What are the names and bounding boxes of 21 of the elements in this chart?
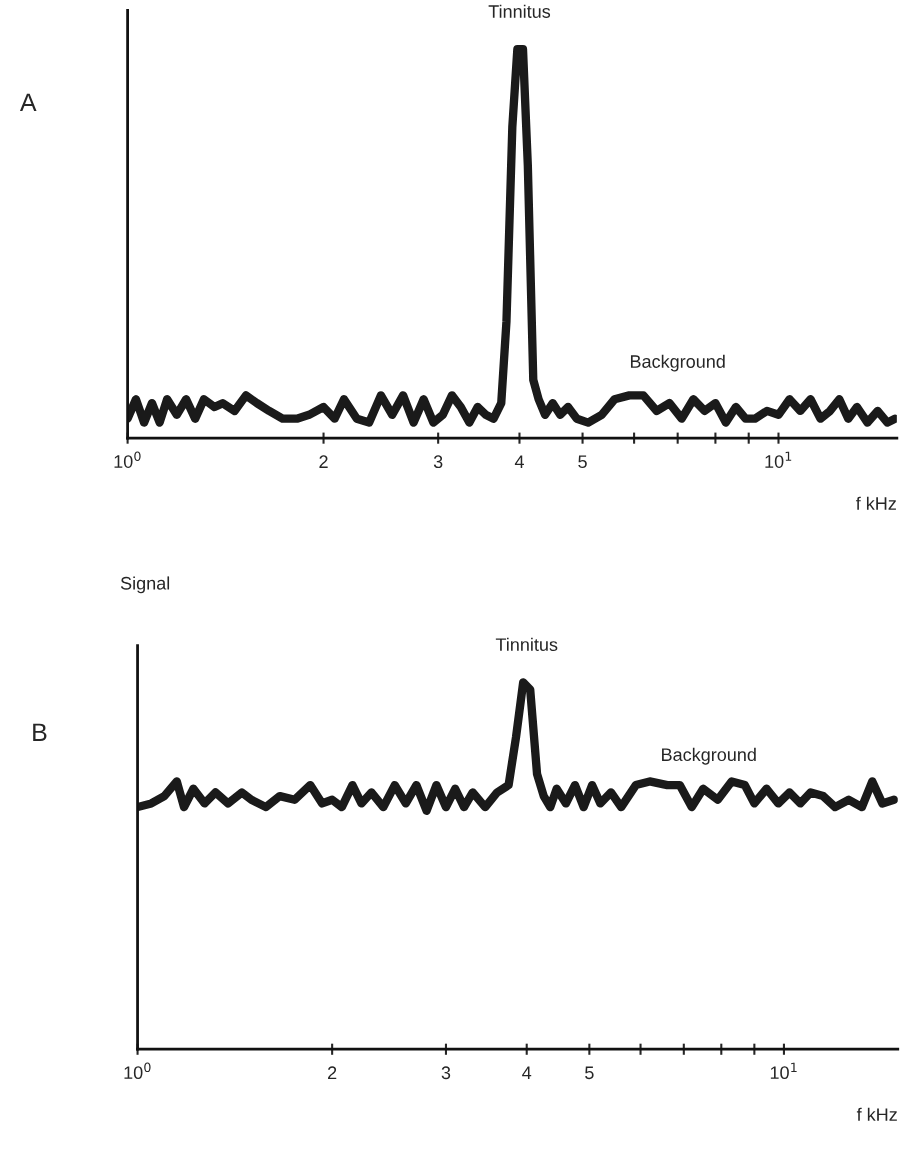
x-tick-label: 3 [441, 1066, 451, 1080]
x-tick-label: 5 [578, 455, 587, 469]
x-axis-title: f kHz [856, 1107, 897, 1121]
annotation: Tinnitus [488, 4, 551, 18]
x-tick-label: 4 [522, 1066, 532, 1079]
x-tick-label: 10$^{0}$ [114, 451, 141, 468]
annotation: Background [630, 354, 725, 372]
x-axis-title: f kHz [855, 496, 896, 510]
x-tick-label: 4 [514, 455, 524, 468]
annotation: Tinnitus [495, 637, 558, 652]
x-tick-label: 5 [585, 1066, 594, 1080]
y-axis-title: Signal [120, 576, 170, 594]
text: B [33, 723, 47, 741]
x-tick-label: 2 [328, 1066, 337, 1079]
x-tick-label: 2 [319, 455, 328, 468]
x-tick-label: 10$^{0}$ [124, 1062, 151, 1080]
x-tick-label: 3 [433, 455, 443, 469]
annotation: Background [662, 747, 756, 765]
text: A [19, 93, 37, 111]
x-tick-label: 10$^{1}$ [770, 1062, 797, 1080]
x-tick-label: 10$^{1}$ [765, 451, 792, 468]
